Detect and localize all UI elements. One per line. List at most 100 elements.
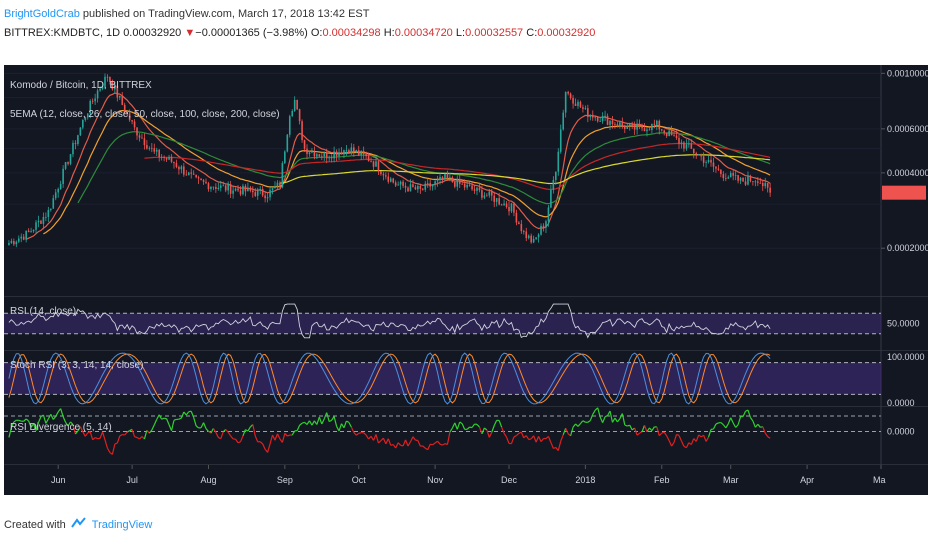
div-segment [461,423,466,430]
div-segment [488,431,493,438]
div-segment [742,411,747,417]
candle-body [518,222,520,225]
div-segment [481,427,485,435]
div-segment [627,424,630,427]
div-segment [459,421,463,425]
candle-body [219,185,222,188]
div-segment [661,431,665,434]
candle-body [99,88,101,91]
div-segment [104,439,109,449]
candle-body [695,153,698,155]
candle-body [412,184,414,188]
time-axis-label: Feb [654,475,670,485]
candle-body [604,115,606,117]
candle-body [27,230,30,233]
div-axis-label: 0.0000 [887,427,915,437]
candle-body [609,120,611,125]
div-segment [395,442,399,449]
div-segment [560,434,564,442]
candle-body [249,187,252,191]
candle-body [638,123,641,125]
candle-body [318,154,321,157]
candle-body [210,186,212,190]
candle-body [759,182,762,184]
div-segment [318,416,323,425]
candle-body [705,162,707,163]
div-segment [311,420,315,426]
candle-body [392,178,395,183]
candle-body [121,96,124,105]
div-segment [23,418,27,422]
div-segment [565,428,569,435]
candle-body [52,198,55,209]
chart-background [4,65,928,495]
candle-body [25,230,27,240]
candle-body [754,181,757,183]
candle-body [200,178,202,181]
candle-body [486,195,488,197]
candle-body [128,113,131,121]
candle-body [670,130,673,136]
candle-body [766,183,769,188]
candle-body [678,137,680,144]
div-segment [42,414,47,424]
div-segment [663,431,668,437]
candle-body [734,175,737,176]
div-segment [119,434,123,437]
div-segment [722,424,727,429]
candle-body [111,81,114,90]
div-segment [269,434,274,444]
candle-body [362,150,365,155]
candle-body [325,152,328,159]
candle-body [291,110,294,117]
ema26-line [43,109,771,235]
candle-body [591,114,594,118]
candle-body [552,179,555,190]
candle-body [293,99,296,111]
candle-body [426,183,429,185]
candle-body [227,184,229,191]
candle-body [508,206,510,212]
candle-body [522,231,525,232]
tradingview-logo-icon[interactable] [70,517,87,532]
candle-body [205,181,207,184]
candle-body [20,236,23,239]
candle-body [515,212,518,223]
candle-body [727,177,730,179]
candle-body [232,190,234,194]
div-segment [8,427,12,438]
div-segment [666,435,670,441]
candle-body [685,144,688,149]
div-segment [365,434,370,440]
candle-body [353,147,355,152]
div-segment [163,417,167,420]
last-price-marker [882,185,926,200]
candle-body [582,107,584,109]
div-segment [47,414,52,420]
author-link[interactable]: BrightGoldCrab [4,8,80,20]
div-segment [764,432,769,437]
candle-body [345,150,348,151]
candle-body [328,157,330,159]
candle-body [17,238,20,242]
div-segment [629,424,633,431]
candle-body [370,161,372,162]
low-label: L: [455,27,466,39]
div-segment [166,418,170,425]
candle-body [451,177,454,183]
div-segment [146,429,150,434]
candle-body [84,117,87,120]
candle-body [259,189,262,190]
candle-body [148,147,151,149]
candle-body [594,116,597,118]
candle-body [481,190,483,198]
candle-body [178,166,180,170]
div-segment [754,423,759,428]
div-segment [685,442,690,449]
tradingview-brand[interactable]: TradingView [91,518,153,531]
div-segment [355,432,360,436]
ema100-line [144,142,771,191]
div-segment [486,429,490,438]
div-segment [299,422,303,426]
